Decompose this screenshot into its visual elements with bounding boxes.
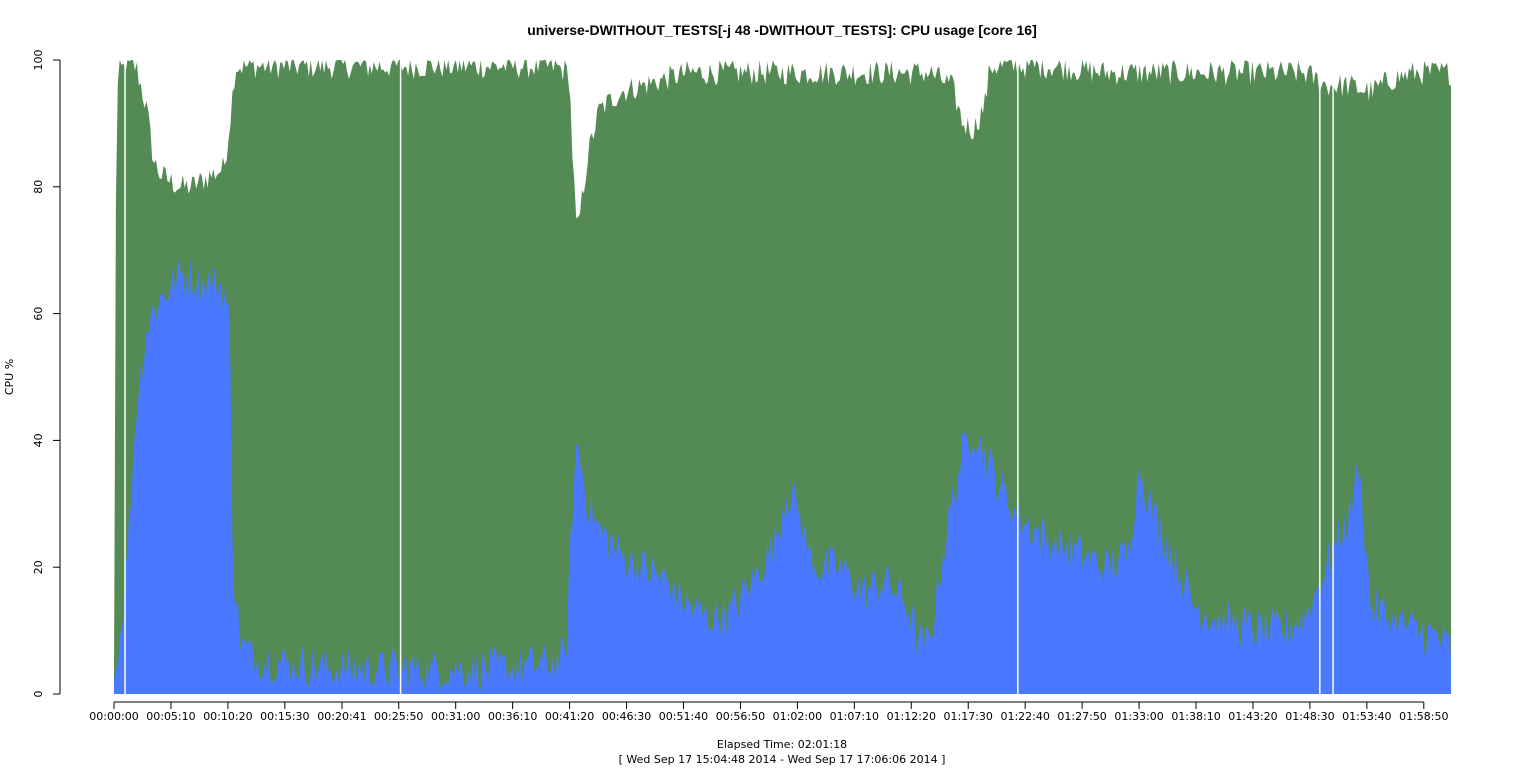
- y-tick-label: 20: [32, 560, 45, 574]
- idle-gap-2: [1017, 60, 1019, 694]
- y-tick-label: 100: [32, 50, 45, 71]
- x-tick-label: 00:05:10: [146, 710, 195, 723]
- x-tick-label: 01:12:20: [887, 710, 936, 723]
- x-tick-label: 00:00:00: [89, 710, 138, 723]
- x-tick-label: 00:20:41: [317, 710, 366, 723]
- x-tick-label: 00:56:50: [716, 710, 765, 723]
- x-tick-label: 01:22:40: [1000, 710, 1049, 723]
- y-axis-label: CPU %: [3, 359, 16, 395]
- series-total-area: [114, 60, 1451, 694]
- x-tick-label: 01:48:30: [1285, 710, 1334, 723]
- x-tick-label: 01:38:10: [1171, 710, 1220, 723]
- plot-area: [114, 60, 1451, 694]
- y-tick-label: 60: [32, 307, 45, 321]
- x-tick-label: 01:58:50: [1399, 710, 1448, 723]
- series-lower-area: [114, 257, 1451, 694]
- x-tick-label: 01:53:40: [1342, 710, 1391, 723]
- x-tick-label: 01:43:20: [1228, 710, 1277, 723]
- idle-gap-4: [1332, 60, 1334, 694]
- x-axis-label: Elapsed Time: 02:01:18: [717, 738, 847, 751]
- x-tick-label: 00:31:00: [431, 710, 480, 723]
- x-tick-label: 00:36:10: [488, 710, 537, 723]
- time-range-label: [ Wed Sep 17 15:04:48 2014 - Wed Sep 17 …: [619, 753, 946, 766]
- y-tick-label: 40: [32, 433, 45, 447]
- x-axis: 00:00:00 00:05:10 00:10:20 00:15:30 00:20:41…: [89, 701, 1449, 723]
- y-tick-label: 0: [32, 691, 45, 698]
- x-tick-label: 00:51:40: [659, 710, 708, 723]
- y-axis: 0 20 40 60 80 100: [32, 50, 61, 698]
- idle-gaps: [124, 60, 1334, 694]
- idle-gap-3: [1319, 60, 1321, 694]
- x-tick-label: 00:25:50: [374, 710, 423, 723]
- y-tick-label: 80: [32, 180, 45, 194]
- x-tick-label: 01:02:00: [773, 710, 822, 723]
- x-tick-label: 00:15:30: [260, 710, 309, 723]
- x-tick-label: 00:41:20: [545, 710, 594, 723]
- x-tick-label: 01:07:10: [830, 710, 879, 723]
- x-tick-label: 00:10:20: [203, 710, 252, 723]
- x-tick-label: 00:46:30: [602, 710, 651, 723]
- x-tick-label: 01:33:00: [1114, 710, 1163, 723]
- idle-gap-0: [124, 60, 126, 694]
- x-tick-label: 01:27:50: [1057, 710, 1106, 723]
- idle-gap-1: [399, 60, 402, 694]
- chart-title: universe-DWITHOUT_TESTS[-j 48 -DWITHOUT_…: [527, 22, 1037, 38]
- x-tick-label: 01:17:30: [944, 710, 993, 723]
